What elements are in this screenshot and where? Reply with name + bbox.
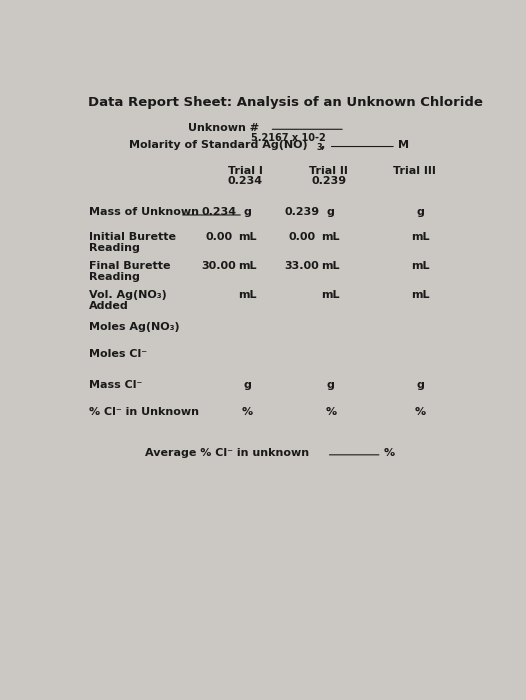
Text: Initial Burette
Reading: Initial Burette Reading — [89, 232, 176, 253]
Text: mL: mL — [411, 232, 430, 242]
Text: g: g — [243, 381, 251, 391]
Text: % Cl⁻ in Unknown: % Cl⁻ in Unknown — [89, 407, 199, 417]
Text: Trial III: Trial III — [393, 166, 436, 176]
Text: g: g — [327, 381, 335, 391]
Text: mL: mL — [238, 232, 256, 242]
Text: Average % Cl⁻ in unknown: Average % Cl⁻ in unknown — [145, 448, 309, 458]
Text: 0.239: 0.239 — [285, 207, 320, 217]
Text: Vol. Ag(NO₃)
Added: Vol. Ag(NO₃) Added — [89, 290, 167, 312]
Text: Molarity of Standard Ag(NO): Molarity of Standard Ag(NO) — [129, 140, 308, 150]
Text: Trial II: Trial II — [309, 166, 348, 176]
Text: Mass of Unknown: Mass of Unknown — [89, 207, 199, 217]
Text: 30.00: 30.00 — [201, 261, 236, 271]
Text: 0.00: 0.00 — [289, 232, 316, 242]
Text: Moles Cl⁻: Moles Cl⁻ — [89, 349, 147, 359]
Text: 3: 3 — [316, 143, 322, 152]
Text: M: M — [398, 140, 409, 150]
Text: mL: mL — [321, 261, 340, 271]
Text: Final Burette
Reading: Final Burette Reading — [89, 261, 170, 282]
Text: 0.234: 0.234 — [228, 176, 262, 186]
Text: %: % — [415, 407, 426, 417]
Text: g: g — [327, 207, 335, 217]
Text: 0.234: 0.234 — [201, 207, 236, 217]
Text: Mass Cl⁻: Mass Cl⁻ — [89, 381, 143, 391]
Text: Data Report Sheet: Analysis of an Unknown Chloride: Data Report Sheet: Analysis of an Unknow… — [88, 96, 483, 109]
Text: Unknown #: Unknown # — [188, 122, 259, 133]
Text: %: % — [325, 407, 336, 417]
Text: Trial I: Trial I — [228, 166, 262, 176]
Text: mL: mL — [238, 290, 256, 300]
Text: %: % — [241, 407, 252, 417]
Text: ,: , — [320, 140, 325, 150]
Text: g: g — [417, 207, 424, 217]
Text: 33.00: 33.00 — [285, 261, 320, 271]
Text: g: g — [417, 381, 424, 391]
Text: 5.2167 x 10-2: 5.2167 x 10-2 — [251, 132, 326, 143]
Text: %: % — [384, 448, 395, 458]
Text: mL: mL — [321, 290, 340, 300]
Text: mL: mL — [411, 261, 430, 271]
Text: Moles Ag(NO₃): Moles Ag(NO₃) — [89, 322, 179, 332]
Text: g: g — [243, 207, 251, 217]
Text: 0.00: 0.00 — [205, 232, 232, 242]
Text: mL: mL — [238, 261, 256, 271]
Text: mL: mL — [411, 290, 430, 300]
Text: 0.239: 0.239 — [311, 176, 346, 186]
Text: mL: mL — [321, 232, 340, 242]
